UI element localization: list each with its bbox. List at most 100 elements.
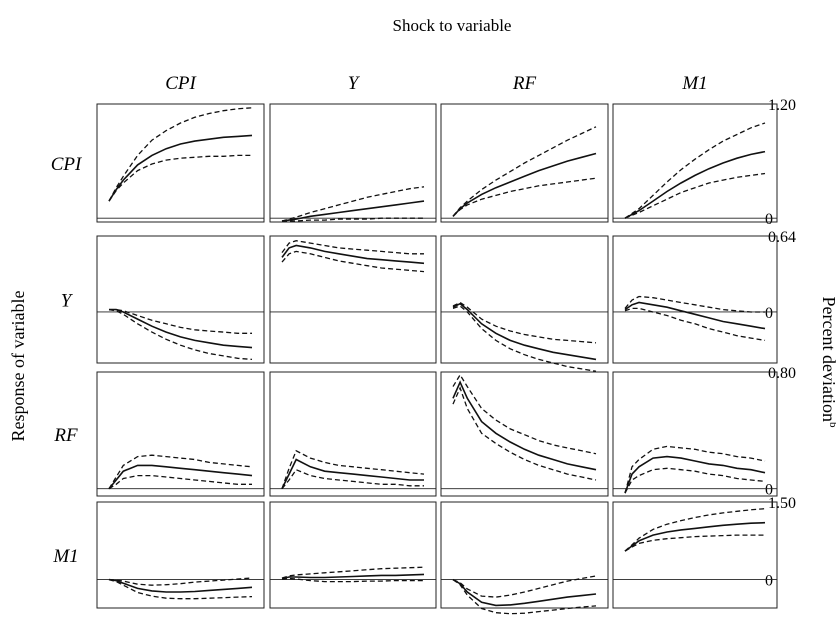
panel-m1-y xyxy=(269,501,437,609)
panel-y-cpi-upper-band xyxy=(109,308,252,334)
panel-cpi-cpi-upper-band xyxy=(108,107,253,202)
panel-cpi-cpi-frame xyxy=(96,103,265,223)
panel-cpi-y-estimate xyxy=(281,200,425,222)
panel-y-cpi xyxy=(96,235,265,364)
panel-m1-y-estimate xyxy=(281,573,425,580)
row-label-rf: RF xyxy=(53,425,78,446)
panel-m1-y-frame xyxy=(269,501,437,609)
panel-cpi-m1-estimate xyxy=(624,150,766,219)
tick-zero-rf: 0 xyxy=(765,482,773,499)
tick-top-m1: 1.50 xyxy=(768,495,796,512)
column-label-m1: M1 xyxy=(681,73,707,94)
panel-rf-y-frame xyxy=(269,371,437,497)
panel-rf-m1-upper-band xyxy=(624,445,766,494)
row-label-y: Y xyxy=(61,291,74,312)
panel-y-rf xyxy=(440,235,609,372)
panel-m1-cpi-estimate xyxy=(108,578,253,593)
panel-rf-m1-estimate xyxy=(624,455,766,494)
panel-y-cpi-estimate xyxy=(109,308,253,349)
row-label-m1: M1 xyxy=(52,546,78,567)
panel-rf-cpi-frame xyxy=(96,371,265,497)
panel-y-y-estimate xyxy=(281,244,425,265)
panel-rf-rf-lower-band xyxy=(452,386,597,481)
panel-cpi-m1-upper-band xyxy=(624,122,766,219)
column-label-cpi: CPI xyxy=(165,73,197,94)
panel-m1-rf-lower-band xyxy=(452,579,597,615)
panel-rf-y-estimate xyxy=(281,458,424,490)
panel-m1-y-lower-band xyxy=(281,577,424,583)
panel-y-y-upper-band xyxy=(281,240,424,255)
panel-cpi-rf-lower-band xyxy=(452,177,597,217)
panel-cpi-rf-upper-band xyxy=(452,126,597,217)
panel-cpi-y-upper-band xyxy=(281,186,425,222)
left-axis-label: Response of variable xyxy=(8,291,28,442)
panel-y-cpi-lower-band xyxy=(108,308,253,361)
tick-zero-m1: 0 xyxy=(765,573,773,590)
panel-y-y-frame xyxy=(269,235,437,364)
panel-y-rf-upper-band xyxy=(452,301,597,344)
panel-y-m1-upper-band xyxy=(624,295,765,313)
panel-m1-m1-upper-band xyxy=(624,508,766,552)
column-label-rf: RF xyxy=(512,73,537,94)
tick-top-y: 0.64 xyxy=(768,229,796,246)
panel-cpi-m1 xyxy=(612,103,778,223)
panel-cpi-rf-frame xyxy=(440,103,609,223)
panel-m1-cpi xyxy=(96,501,265,609)
panel-rf-cpi xyxy=(96,371,265,497)
panel-rf-rf-frame xyxy=(440,371,609,497)
chart-title: Shock to variable xyxy=(393,16,512,35)
panel-m1-rf-upper-band xyxy=(452,575,597,598)
panel-m1-cpi-lower-band xyxy=(108,578,253,600)
row-label-cpi: CPI xyxy=(51,154,83,175)
panel-cpi-rf xyxy=(440,103,609,223)
panel-y-cpi-frame xyxy=(96,235,265,364)
panel-cpi-cpi-lower-band xyxy=(108,154,252,202)
panel-y-y-lower-band xyxy=(281,250,425,273)
panel-rf-cpi-lower-band xyxy=(108,474,252,490)
panel-cpi-cpi-estimate xyxy=(108,134,253,202)
panel-m1-rf-estimate xyxy=(452,578,597,607)
panel-m1-m1-lower-band xyxy=(624,534,765,552)
panel-rf-rf-upper-band xyxy=(452,373,597,455)
panel-cpi-rf-estimate xyxy=(452,152,597,217)
column-label-y: Y xyxy=(348,73,361,94)
panel-rf-m1 xyxy=(612,371,778,497)
panel-y-y xyxy=(269,235,437,364)
panel-rf-cpi-upper-band xyxy=(108,454,253,490)
panel-m1-m1-estimate xyxy=(624,521,766,552)
panel-cpi-m1-lower-band xyxy=(624,172,766,219)
right-axis-label: Percent deviationb xyxy=(819,297,836,428)
panel-m1-cpi-frame xyxy=(96,501,265,609)
panel-cpi-y-lower-band xyxy=(282,217,424,222)
panel-y-rf-estimate xyxy=(452,302,597,361)
svg-text:Percent deviationb: Percent deviationb xyxy=(819,297,836,428)
panel-m1-m1 xyxy=(612,501,778,609)
panel-y-rf-frame xyxy=(440,235,609,364)
right-axis-label-text: Percent deviation xyxy=(819,297,836,422)
tick-top-rf: 0.80 xyxy=(768,365,796,382)
panel-m1-rf-frame xyxy=(440,501,609,609)
panel-rf-m1-frame xyxy=(612,371,778,497)
panel-m1-y-upper-band xyxy=(281,566,425,579)
panel-cpi-y xyxy=(269,103,437,223)
panel-rf-rf xyxy=(440,371,609,497)
panel-y-rf-lower-band xyxy=(452,305,597,372)
panel-y-m1 xyxy=(612,235,778,364)
panel-rf-y xyxy=(269,371,437,497)
panel-rf-cpi-estimate xyxy=(108,464,253,490)
panel-m1-rf xyxy=(440,501,609,615)
panel-cpi-m1-frame xyxy=(612,103,778,223)
panel-rf-y-lower-band xyxy=(281,468,424,490)
tick-zero-y: 0 xyxy=(765,305,773,322)
panel-y-m1-estimate xyxy=(624,301,766,330)
panel-rf-y-upper-band xyxy=(281,449,425,489)
panel-cpi-y-frame xyxy=(269,103,437,223)
panel-cpi-cpi xyxy=(96,103,265,223)
panel-y-m1-lower-band xyxy=(624,307,766,342)
panel-y-m1-frame xyxy=(612,235,778,364)
panel-rf-rf-estimate xyxy=(452,380,597,471)
tick-zero-cpi: 0 xyxy=(765,211,773,228)
right-axis-label-superscript: b xyxy=(827,422,836,428)
